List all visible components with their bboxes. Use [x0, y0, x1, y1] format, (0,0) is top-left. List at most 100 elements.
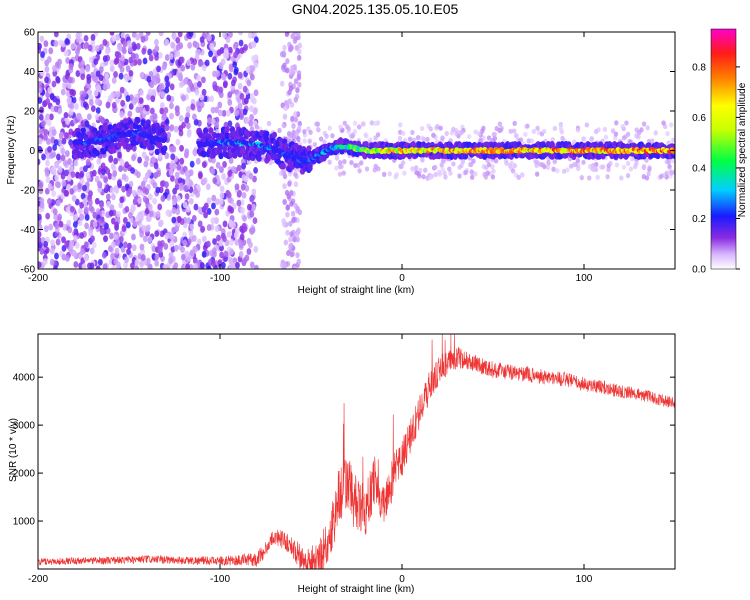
spectrogram-point: [292, 38, 298, 45]
spectrogram-point: [51, 80, 57, 88]
spectrogram-point: [249, 261, 255, 269]
spectrogram-point: [293, 96, 298, 103]
spectrogram-point: [165, 209, 171, 217]
spectrogram-point: [124, 161, 130, 169]
spectrogram-point: [212, 177, 218, 184]
spectrogram-point: [440, 166, 446, 173]
spectrogram-point: [169, 83, 175, 91]
spectrogram-point: [153, 162, 159, 170]
spectrogram-point: [225, 109, 231, 117]
spectrogram-point: [493, 158, 499, 164]
spectrogram-point: [137, 211, 142, 219]
spectrogram-point: [534, 162, 539, 169]
spectrogram-point: [238, 39, 244, 47]
spectrogram-point: [154, 259, 160, 267]
spectrogram-point: [440, 135, 445, 141]
spectrogram-point: [145, 257, 151, 265]
spectrogram-point: [120, 99, 126, 107]
spectrogram-point: [293, 167, 298, 174]
spectrogram-point: [425, 136, 430, 143]
spectrogram-point: [308, 129, 313, 135]
spectrogram-point: [163, 107, 169, 114]
spectrogram-point: [43, 133, 48, 141]
spectrogram-point: [138, 106, 144, 114]
spectrogram-point: [242, 256, 248, 264]
spectrogram-point: [126, 242, 132, 250]
spectrogram-point: [178, 73, 183, 80]
spectrogram-point: [63, 49, 69, 57]
spectrogram-point: [186, 217, 192, 225]
spectrogram-point: [53, 40, 59, 47]
spectrogram-point: [277, 127, 282, 134]
snr-y-tick-label: 4000: [13, 373, 36, 384]
spectrogram-point: [189, 223, 195, 231]
spectrogram-point: [294, 173, 299, 180]
spectrogram-point: [45, 176, 51, 184]
spectrogram-point: [229, 248, 234, 256]
spectrogram-point: [206, 34, 212, 42]
spectrogram-point: [469, 161, 474, 168]
spectrogram-point: [650, 138, 655, 144]
spectrogram-point: [196, 238, 202, 246]
spectrogram-point: [96, 180, 102, 188]
spectrogram-point: [82, 184, 87, 192]
spectrogram-point: [89, 247, 95, 255]
spectrogram-point: [93, 76, 99, 84]
spectrogram-point: [237, 71, 243, 79]
spectrogram-point: [234, 109, 239, 117]
spectrogram-points: [38, 32, 675, 269]
spectrogram-point: [353, 162, 358, 169]
spectrogram-point: [492, 131, 498, 137]
spectrogram-point: [625, 160, 631, 167]
spectrogram-point: [98, 115, 104, 123]
spectrogram-point: [234, 238, 240, 246]
spectrogram-point: [291, 123, 296, 130]
spectrogram-point: [558, 121, 564, 128]
spectrogram-point: [171, 145, 177, 153]
spectrogram-point: [206, 197, 212, 205]
spectrogram-point: [108, 245, 113, 253]
spectrogram-point: [121, 47, 127, 55]
spectrogram-point: [433, 171, 438, 178]
spectrogram-point: [568, 163, 574, 169]
spectrogram-point: [239, 93, 245, 100]
spectrogram-point: [342, 120, 347, 126]
spectrogram-point: [62, 159, 68, 167]
spectrogram-point: [239, 225, 244, 233]
spectrogram-point: [38, 231, 42, 238]
spectrogram-point: [70, 42, 76, 50]
spectrogram-point: [602, 126, 608, 132]
spectrogram-point: [227, 99, 233, 106]
spectrogram-point: [228, 219, 234, 227]
spectrogram-point: [238, 251, 244, 258]
spectrogram-point: [197, 105, 202, 113]
spectrogram-point: [71, 195, 77, 202]
spectrogram-point: [668, 122, 674, 128]
spectrogram-point: [217, 109, 223, 117]
spectrogram-point: [295, 252, 300, 259]
spectrogram-point: [293, 111, 298, 118]
spectrogram-point: [444, 130, 449, 137]
spectrogram-point: [561, 168, 567, 174]
spectrogram-point: [72, 221, 78, 228]
spectrogram-point: [61, 179, 67, 187]
spectrogram-point: [280, 80, 285, 87]
spectrogram-point: [296, 258, 301, 265]
spectrogram-point: [438, 125, 443, 131]
spectrogram-point: [241, 162, 247, 170]
spectrogram-point: [73, 184, 78, 192]
spectrogram-point: [102, 39, 108, 46]
spectrogram-point: [102, 263, 108, 269]
spectrogram-point: [113, 157, 118, 165]
spectrogram-point: [620, 123, 625, 130]
spectrogram-point: [69, 242, 74, 250]
spectrogram-point: [57, 138, 63, 146]
spectrogram-point: [482, 171, 487, 178]
spectrogram-point: [111, 101, 117, 109]
spectrogram-x-tick-label: 100: [576, 273, 593, 284]
spectrogram-point: [159, 107, 165, 115]
spectrogram-point: [61, 137, 67, 145]
spectrogram-point: [497, 121, 503, 127]
spectrogram-point: [74, 198, 80, 206]
spectrogram-point: [373, 120, 378, 127]
